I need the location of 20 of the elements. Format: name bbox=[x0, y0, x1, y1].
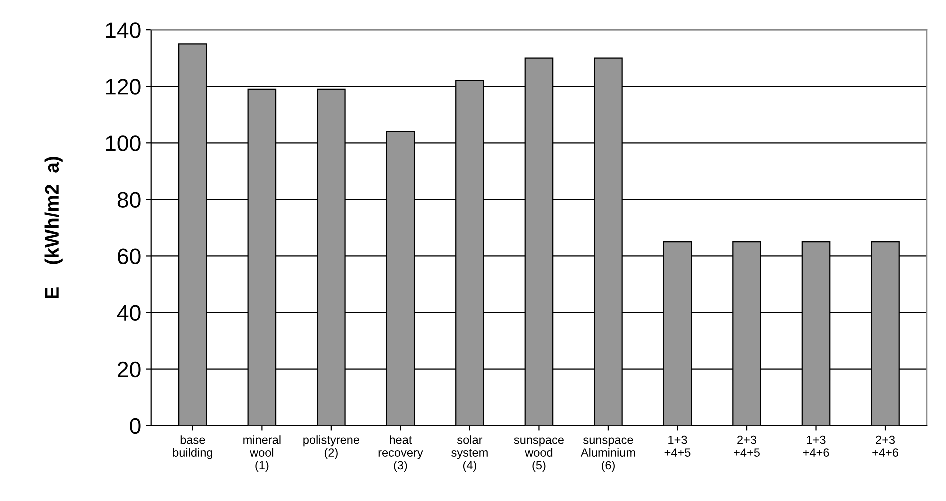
y-tick-label: 120 bbox=[106, 79, 141, 95]
y-axis-title: E (kWh/m2 a) bbox=[44, 157, 63, 298]
y-tick-label: 40 bbox=[117, 305, 141, 322]
x-tick-label: 2+3 +4+6 bbox=[872, 436, 898, 457]
x-tick-label: mineral wool (1) bbox=[244, 436, 281, 472]
x-tick-label: heat recovery (3) bbox=[378, 436, 424, 472]
y-tick-label: 0 bbox=[130, 418, 141, 434]
x-tick-label: sunspace wood (5) bbox=[514, 438, 564, 472]
x-tick-label: polistyrene (2) bbox=[304, 436, 360, 460]
x-tick-label: 1+3 +4+5 bbox=[664, 436, 691, 457]
y-tick-label: 100 bbox=[106, 136, 141, 152]
y-tick-label: 20 bbox=[118, 362, 141, 378]
x-tick-label: 1+3 +4+6 bbox=[803, 436, 830, 457]
x-tick-label: base building bbox=[173, 436, 213, 460]
x-tick-label: sunspace Aluminium (6) bbox=[580, 438, 636, 472]
x-tick-label: 2+3 +4+5 bbox=[734, 436, 760, 457]
x-tick-label: solar system (4) bbox=[452, 436, 488, 472]
y-tick-label: 140 bbox=[106, 22, 141, 38]
y-tick-label: 80 bbox=[118, 192, 141, 208]
y-tick-label: 60 bbox=[118, 248, 141, 264]
